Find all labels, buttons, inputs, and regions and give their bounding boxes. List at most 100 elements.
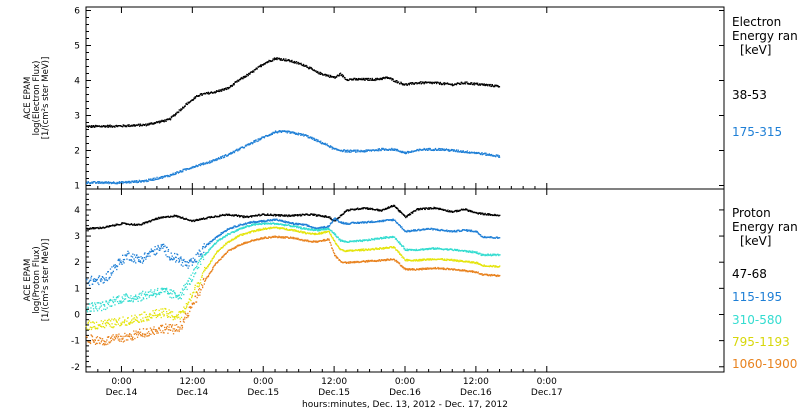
proton-point	[154, 309, 156, 312]
electron-point	[253, 140, 255, 142]
proton-point	[342, 240, 345, 242]
proton-point	[181, 311, 183, 313]
proton-point	[456, 259, 459, 261]
proton-point	[135, 262, 137, 264]
proton-point	[345, 222, 348, 224]
proton-point	[259, 220, 262, 222]
proton-point	[405, 216, 407, 219]
proton-point	[178, 261, 180, 263]
electron-point	[271, 60, 273, 62]
proton-point	[367, 220, 370, 222]
proton-point	[213, 242, 216, 245]
proton-point	[297, 226, 299, 228]
proton-point	[383, 220, 385, 222]
proton-point	[278, 214, 280, 216]
proton-point	[227, 233, 229, 235]
electron-point	[371, 149, 373, 151]
proton-point	[187, 219, 189, 221]
proton-point	[89, 341, 91, 343]
proton-point	[197, 261, 199, 264]
proton-point	[297, 222, 299, 225]
proton-point	[398, 209, 400, 212]
proton-point	[190, 259, 192, 262]
proton-point	[238, 215, 240, 217]
proton-point	[326, 226, 328, 228]
proton-point	[379, 221, 381, 223]
proton-point	[190, 278, 192, 280]
proton-point	[210, 260, 212, 262]
proton-point	[168, 309, 170, 311]
proton-point	[119, 325, 121, 327]
electron-point	[234, 81, 237, 83]
electron-point	[407, 150, 409, 153]
proton-point	[340, 248, 342, 251]
proton-point	[149, 290, 151, 293]
electron-point	[216, 158, 218, 160]
proton-point	[131, 298, 133, 300]
proton-point	[452, 259, 454, 261]
electron-point	[379, 149, 381, 151]
proton-point	[288, 214, 290, 216]
electron-point	[119, 181, 121, 183]
proton-point	[189, 293, 192, 295]
proton-point	[270, 219, 272, 221]
proton-point	[172, 290, 174, 292]
electron-point	[389, 78, 391, 80]
proton-point	[463, 208, 466, 211]
electron-point	[306, 135, 308, 137]
proton-point	[166, 314, 168, 317]
proton-point	[260, 214, 263, 216]
electron-point	[314, 139, 316, 141]
proton-point	[184, 286, 186, 289]
proton-point	[477, 213, 479, 215]
proton-point	[209, 262, 212, 264]
proton-point	[162, 308, 164, 310]
electron-point	[90, 126, 92, 128]
electron-point	[160, 176, 163, 178]
proton-point	[186, 305, 188, 307]
proton-point	[146, 320, 148, 322]
proton-point	[152, 250, 155, 253]
proton-point	[85, 335, 88, 337]
proton-series-115-195	[86, 217, 501, 286]
proton-point	[182, 259, 185, 262]
electron-point	[439, 148, 441, 150]
proton-point	[150, 317, 152, 319]
proton-point	[163, 243, 165, 245]
electron-point	[307, 136, 310, 138]
proton-point	[396, 249, 398, 251]
electron-point	[107, 125, 110, 127]
proton-point	[383, 247, 385, 249]
proton-point	[180, 316, 183, 319]
proton-point	[468, 230, 470, 232]
proton-point	[461, 260, 463, 262]
electron-point	[260, 65, 262, 68]
proton-point	[382, 247, 384, 249]
electron-point	[334, 147, 336, 150]
proton-point	[94, 302, 96, 304]
proton-point	[439, 230, 441, 232]
proton-point	[132, 297, 134, 299]
electron-point	[319, 71, 321, 73]
electron-point	[211, 160, 214, 162]
electron-point	[101, 181, 103, 183]
proton-point	[371, 220, 373, 222]
proton-point	[247, 216, 250, 219]
electron-point	[125, 180, 127, 183]
proton-point	[369, 249, 371, 251]
proton-point	[159, 217, 162, 219]
electron-point	[403, 151, 405, 153]
proton-point	[405, 260, 407, 262]
proton-point	[222, 246, 224, 249]
proton-point	[147, 222, 149, 224]
proton-point	[258, 229, 260, 232]
electron-point	[227, 88, 230, 90]
proton-point	[262, 220, 265, 223]
proton-point	[125, 254, 127, 256]
proton-point	[380, 210, 383, 212]
proton-point	[429, 248, 431, 250]
electron-point	[329, 76, 331, 78]
electron-point	[171, 115, 173, 117]
proton-point	[119, 224, 121, 226]
